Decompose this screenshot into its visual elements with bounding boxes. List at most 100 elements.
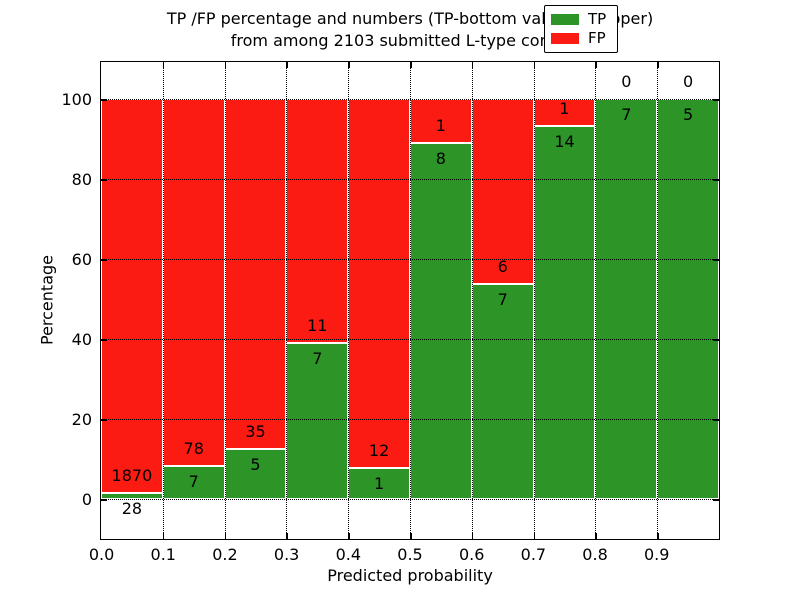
y-tick-label: 0 [81,489,92,509]
fp-count-label: 0 [683,72,694,91]
fp-swatch-icon [551,33,579,44]
x-tick-mark [286,533,288,539]
x-tick-label: 0.8 [582,545,608,564]
tp-count-label: 28 [121,499,143,519]
fp-count-label: 78 [183,439,204,459]
tp-count-label: 5 [250,455,261,474]
y-tick-mark [101,179,107,181]
y-tick-mark [101,339,107,341]
x-tick-mark-top [471,62,474,68]
tp-swatch-icon [551,14,579,25]
x-tick-mark-top [224,62,227,68]
x-tick-label: 0.5 [397,545,423,564]
bar-segment-tp [657,99,719,499]
x-tick-mark [224,533,227,539]
v-gridline [533,62,535,539]
x-tick-label: 0.1 [150,545,176,564]
x-tick-mark [410,533,412,539]
chart-title-line2: from among 2103 submitted L-type contact… [230,31,590,50]
v-gridline [348,62,350,539]
bar-segment-fp [101,99,163,494]
bar-segment-tp [471,283,534,499]
tp-count-label: 7 [188,472,199,492]
y-tick-label: 20 [71,409,92,429]
v-gridline [224,62,226,539]
v-gridline [286,62,288,539]
v-gridline [410,62,411,539]
fp-count-label: 0 [621,72,632,91]
legend-label-tp: TP [588,10,607,28]
x-tick-mark [595,533,597,539]
fp-count-label: 35 [245,422,266,441]
bar-segment-fp [286,99,349,344]
y-tick-mark-right [713,499,719,501]
x-tick-label: 0.2 [212,545,238,564]
legend-label-fp: FP [588,29,606,47]
x-tick-mark [533,533,536,539]
legend: TP FP [544,5,618,53]
fp-count-label: 1 [435,116,446,136]
y-tick-mark-right [713,339,719,341]
y-tick-mark-right [713,259,719,261]
legend-item-fp: FP [551,31,611,46]
bar-segment-fp [224,99,287,449]
bar-segment-tp [101,493,163,499]
v-gridline [162,62,164,539]
x-tick-label: 0.9 [643,545,670,564]
tp-count-label: 14 [554,131,575,151]
bar-segment-fp [348,99,410,469]
fp-count-label: 12 [368,441,390,461]
x-tick-label: 0.4 [335,545,362,564]
bar-segment-fp [471,99,534,284]
y-tick-mark-right [713,419,719,421]
x-tick-label: 0.0 [88,545,115,564]
v-gridline [595,62,597,539]
plot-area: 1870 28 78 7 35 5 11 7 12 1 1 8 6 7 1 14 0 7 0 5 [100,61,720,540]
x-tick-mark [348,533,350,539]
tp-count-label: 5 [683,105,694,124]
chart-title-line1: TP /FP percentage and numbers (TP-bottom… [166,9,654,28]
y-tick-label: 60 [71,249,92,269]
bar-segment-tp [348,468,410,499]
x-tick-label: 0.7 [520,545,547,564]
bar-segment-fp [162,99,225,467]
chart-title: TP /FP percentage and numbers (TP-bottom… [100,8,720,52]
tp-count-label: 7 [621,105,632,124]
x-tick-label: 0.3 [273,545,300,564]
fp-count-label: 11 [307,316,328,336]
x-tick-label: 0.6 [458,545,485,564]
x-tick-mark-top [595,62,597,68]
x-tick-mark-top [657,62,659,68]
x-tick-mark [162,533,165,539]
x-tick-mark [657,533,659,539]
y-tick-mark-right [713,179,719,181]
y-tick-mark [101,419,107,421]
bar-segment-tp [286,343,349,499]
x-tick-mark-top [286,62,288,68]
bar-segment-tp [410,143,472,499]
fp-count-label: 6 [497,256,508,276]
legend-item-tp: TP [551,12,611,27]
x-tick-mark-top [348,62,350,68]
tp-count-label: 7 [497,289,508,309]
x-tick-mark-top [410,62,412,68]
tp-count-label: 1 [374,474,385,494]
fp-count-label: 1 [559,98,570,118]
tp-count-label: 8 [435,149,446,169]
tp-count-label: 7 [312,349,323,369]
x-tick-mark [471,533,474,539]
x-tick-mark-top [533,62,536,68]
y-tick-label: 80 [71,169,92,189]
bar-segment-tp [162,466,225,499]
x-tick-mark-top [162,62,165,68]
bar-segment-tp [533,125,596,499]
v-gridline [657,62,659,539]
y-tick-label: 100 [61,89,92,109]
y-tick-mark-right [713,99,719,101]
fp-count-label: 1870 [111,466,153,486]
y-tick-mark [101,499,107,501]
y-tick-mark [101,259,107,261]
bar-segment-tp [595,99,658,499]
y-tick-mark [101,99,107,101]
